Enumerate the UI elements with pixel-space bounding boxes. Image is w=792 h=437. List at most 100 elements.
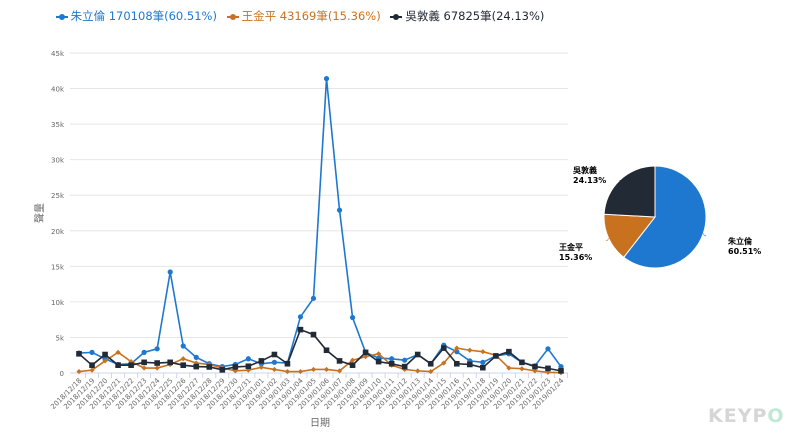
- data-point: [297, 368, 304, 375]
- data-point: [349, 357, 356, 363]
- series-吳敦義: [76, 326, 564, 374]
- pie-label-name: 吳敦義: [572, 165, 597, 175]
- pie-slice: [603, 165, 656, 218]
- y-tick-label: 5k: [55, 334, 64, 342]
- data-point: [323, 347, 330, 354]
- pie-label-percent: 15.36%: [559, 253, 592, 262]
- data-point: [532, 363, 538, 370]
- data-point: [89, 349, 95, 355]
- pie-label-name: 王金平: [559, 242, 583, 252]
- data-point: [388, 360, 395, 367]
- data-point: [232, 368, 238, 374]
- data-point: [336, 368, 343, 374]
- series-王金平: [76, 345, 564, 376]
- data-point: [558, 364, 564, 370]
- data-point: [76, 368, 82, 375]
- keypo-logo: KEYPO: [708, 405, 785, 427]
- data-point: [115, 349, 121, 355]
- pie-connector: [605, 238, 609, 242]
- legend-label: 吳敦義 67825筆(24.13%): [405, 9, 545, 23]
- data-point: [245, 363, 252, 370]
- data-point: [480, 364, 486, 371]
- data-point: [323, 366, 330, 373]
- data-point: [284, 368, 291, 375]
- data-point: [89, 367, 95, 373]
- data-point: [102, 358, 108, 364]
- data-point: [402, 366, 408, 373]
- data-point: [506, 348, 512, 355]
- data-point: [167, 359, 173, 366]
- data-point: [141, 365, 147, 371]
- data-point: [454, 345, 460, 351]
- legend-label: 朱立倫 170108筆(60.51%): [70, 9, 217, 23]
- pie-label-percent: 60.51%: [728, 247, 761, 256]
- data-point: [336, 358, 343, 364]
- data-point: [545, 346, 551, 352]
- pie-slice: [603, 213, 656, 258]
- series-marker-icon: [226, 13, 239, 20]
- data-point: [115, 362, 121, 368]
- data-point: [440, 345, 447, 351]
- chart-legend: 朱立倫 170108筆(60.51%) 王金平 43169筆(15.36%) 吳…: [0, 8, 600, 24]
- data-point: [297, 314, 304, 320]
- data-point: [415, 368, 421, 374]
- data-point: [519, 366, 525, 372]
- data-point: [271, 351, 278, 358]
- data-point: [427, 360, 434, 367]
- data-point: [180, 343, 186, 349]
- data-point: [193, 363, 200, 370]
- y-tick-label: 20k: [51, 228, 65, 236]
- series-marker-icon: [55, 13, 68, 20]
- data-point: [532, 368, 538, 374]
- series-line: [78, 347, 562, 374]
- y-tick-label: 35k: [51, 121, 65, 129]
- data-point: [297, 326, 304, 333]
- logo-text-o: O: [767, 405, 785, 427]
- y-tick-label: 30k: [51, 157, 65, 165]
- data-point: [180, 356, 186, 362]
- data-point: [545, 365, 551, 372]
- data-point: [310, 331, 317, 338]
- data-point: [141, 349, 147, 355]
- series-朱立倫: [76, 76, 564, 370]
- legend-item-wang[interactable]: 王金平 43169筆(15.36%): [226, 8, 381, 24]
- data-point: [467, 347, 473, 353]
- data-point: [480, 359, 486, 365]
- data-point: [441, 360, 447, 366]
- data-point: [258, 364, 264, 370]
- x-axis-ticks: 2018/12/182018/12/192018/12/202018/12/21…: [49, 373, 568, 411]
- data-point: [180, 362, 187, 368]
- series-marker-icon: [390, 13, 403, 20]
- y-tick-label: 0: [60, 370, 64, 378]
- y-tick-label: 45k: [51, 50, 65, 58]
- data-point: [336, 207, 343, 213]
- data-point: [402, 357, 408, 363]
- data-point: [271, 359, 278, 365]
- y-tick-label: 15k: [51, 263, 65, 271]
- data-point: [558, 368, 564, 374]
- legend-item-zhu[interactable]: 朱立倫 170108筆(60.51%): [55, 8, 217, 24]
- data-point: [401, 363, 408, 370]
- data-point: [480, 349, 486, 355]
- data-point: [245, 356, 251, 362]
- data-point: [154, 346, 160, 352]
- legend-item-wu[interactable]: 吳敦義 67825筆(24.13%): [390, 8, 544, 24]
- y-tick-label: 25k: [51, 192, 65, 200]
- data-point: [519, 359, 525, 366]
- data-point: [258, 358, 265, 364]
- data-point: [506, 365, 512, 371]
- data-point: [154, 360, 160, 366]
- data-point: [428, 368, 434, 375]
- y-tick-label: 40k: [51, 86, 65, 94]
- data-point: [349, 314, 356, 321]
- y-tick-label: 10k: [51, 299, 65, 307]
- data-point: [375, 358, 382, 365]
- series-line: [78, 78, 562, 368]
- data-point: [141, 359, 147, 366]
- data-point: [193, 360, 199, 366]
- data-point: [310, 295, 317, 301]
- data-point: [167, 269, 173, 275]
- data-point: [362, 354, 369, 360]
